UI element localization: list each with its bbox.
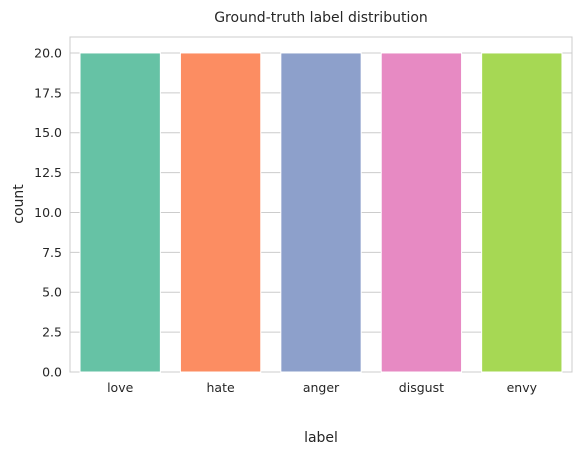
bar-love	[79, 52, 161, 373]
x-tick-label: envy	[507, 380, 538, 395]
y-axis-label: count	[11, 184, 27, 224]
y-tick-label: 17.5	[34, 85, 62, 100]
x-tick-label: hate	[207, 380, 235, 395]
y-tick-labels: 0.0 2.5 5.0 7.5 10.0 12.5 15.0 17.5 20.0	[34, 45, 62, 379]
chart-title: Ground-truth label distribution	[214, 10, 428, 26]
bar-envy	[481, 52, 563, 373]
y-tick-label: 12.5	[34, 165, 62, 180]
bars	[79, 52, 563, 373]
bar-disgust	[380, 52, 463, 373]
bar-hate	[179, 52, 262, 373]
y-tick-label: 2.5	[42, 325, 62, 340]
x-tick-label: anger	[303, 380, 340, 395]
bar-anger	[280, 52, 362, 373]
y-tick-label: 15.0	[34, 125, 62, 140]
x-axis-label: label	[304, 430, 338, 446]
y-tick-label: 5.0	[42, 285, 62, 300]
y-tick-label: 20.0	[34, 45, 62, 60]
x-tick-label: disgust	[399, 380, 444, 395]
x-tick-label: love	[107, 380, 134, 395]
y-tick-label: 7.5	[42, 245, 62, 260]
y-tick-label: 10.0	[34, 205, 62, 220]
x-tick-labels: love hate anger disgust envy	[107, 380, 538, 395]
y-tick-label: 0.0	[42, 365, 62, 380]
